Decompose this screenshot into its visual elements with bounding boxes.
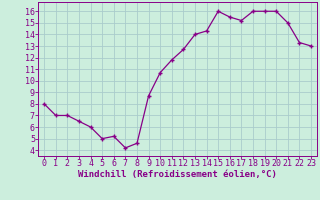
X-axis label: Windchill (Refroidissement éolien,°C): Windchill (Refroidissement éolien,°C) [78, 170, 277, 179]
